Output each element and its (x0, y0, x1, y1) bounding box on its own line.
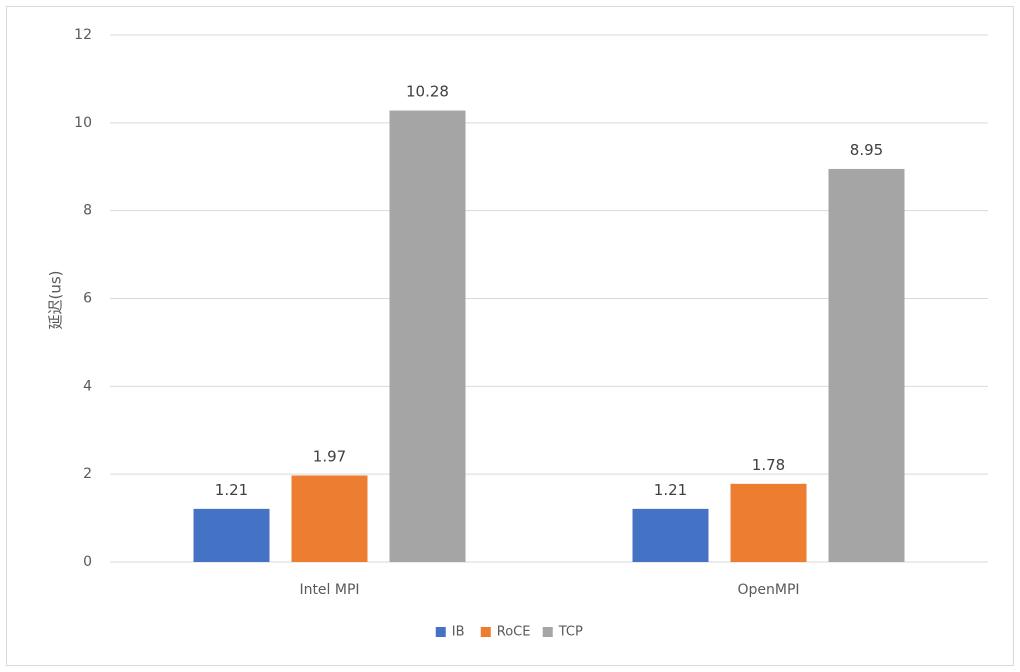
legend-label-tcp: TCP (558, 625, 583, 640)
y-tick-label: 12 (74, 27, 92, 43)
y-tick-label: 10 (74, 115, 92, 131)
y-tick-label: 2 (83, 466, 92, 482)
data-label: 8.95 (850, 141, 883, 159)
y-tick-label: 4 (83, 378, 92, 394)
legend-label-roce: RoCE (497, 625, 531, 640)
legend-swatch-ib (435, 627, 446, 637)
legend: IB RoCE TCP (435, 625, 583, 640)
data-label: 1.97 (313, 447, 346, 465)
bar-roce-1 (730, 483, 807, 562)
y-axis-label: 延迟(us) (47, 270, 65, 329)
data-labels: 1.21 1.97 10.28 1.21 1.78 8.95 (215, 83, 883, 499)
data-label: 1.21 (215, 481, 248, 499)
data-label: 10.28 (406, 83, 449, 101)
legend-swatch-tcp (542, 627, 553, 637)
y-axis-ticks: 0 2 4 6 8 10 12 (74, 27, 92, 570)
bar-roce-0 (291, 475, 368, 562)
bar-ib-1 (632, 508, 709, 562)
x-category-label: Intel MPI (299, 582, 359, 598)
y-tick-label: 6 (83, 291, 92, 307)
data-label: 1.78 (752, 456, 785, 474)
y-tick-label: 8 (83, 203, 92, 219)
x-category-label: OpenMPI (737, 582, 799, 598)
bar-tcp-0 (389, 110, 466, 562)
bars (193, 110, 905, 562)
bar-ib-0 (193, 508, 270, 562)
x-axis-categories: Intel MPI OpenMPI (299, 582, 799, 598)
bar-tcp-1 (828, 168, 905, 562)
legend-label-ib: IB (452, 625, 465, 640)
data-label: 1.21 (654, 481, 687, 499)
legend-swatch-roce (480, 627, 491, 637)
y-tick-label: 0 (83, 554, 92, 570)
